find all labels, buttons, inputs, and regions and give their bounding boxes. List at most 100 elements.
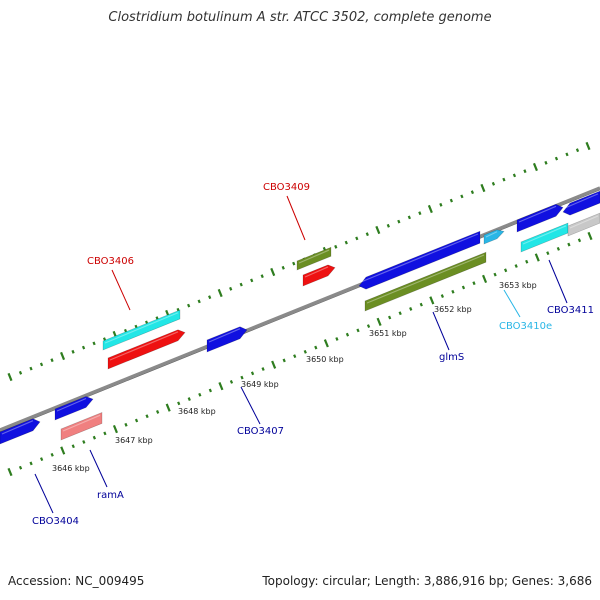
feature-cbo3407 [206,326,248,353]
upper-tick [407,215,411,220]
lower-tick [451,289,455,294]
lower-tick [103,431,107,436]
lower-tick [587,231,593,241]
lower-tick [345,332,350,337]
lower-tick [124,422,128,427]
feature-next-blue [562,190,600,216]
feature-glms-olive-shine [366,254,485,304]
upper-tick [585,141,591,151]
upper-tick [281,265,285,270]
upper-tick [18,370,23,375]
lower-tick [388,315,392,320]
upper-tick [523,169,527,174]
feature-glms-blue-shine [360,233,479,283]
upper-tick [512,173,517,178]
scale-labels: 3646 kbp 3647 kbp 3648 kbp 3649 kbp 3650 kbp… [52,281,537,473]
upper-tick [565,152,569,157]
feature-cbo3406-red-shine [109,331,179,361]
leader-line-cbo3406 [111,269,131,311]
lower-tick [250,371,255,376]
feature-cbo3409-olive-shine [298,249,330,264]
lower-tick [293,354,297,359]
lower-tick [356,328,360,333]
feature-cbo3409-red-shine [304,266,329,278]
lower-tick [525,259,529,264]
lower-tick [82,440,86,444]
feature-cbo3410e-shine [485,231,498,238]
leader-line-rama [89,449,108,488]
upper-tick [355,236,359,241]
scale-label: 3653 kbp [499,281,537,290]
upper-tick [102,337,107,342]
leader-line-cbo3411 [548,259,568,304]
lower-tick [187,397,191,401]
upper-tick [480,183,486,193]
scale-label: 3646 kbp [52,464,90,473]
lower-tick [472,281,476,286]
upper-tick [217,288,223,298]
upper-tick [187,303,191,308]
lower-tick [419,302,423,307]
feature-cbo3411 [516,203,564,233]
upper-tick [470,190,475,195]
upper-tick [334,244,338,249]
upper-tick [418,211,422,216]
genome-summary-text: Topology: circular; Length: 3,886,916 bp… [262,574,592,588]
gene-labels: CBO3404 ramA CBO3406 CBO3407 CBO3409 glmS CBO3… [32,182,594,527]
feature-cbo3410e [483,229,505,245]
feature-cbo3411-cyan-shine [522,225,567,245]
scale-label: 3652 kbp [434,305,472,314]
lower-tick [514,264,518,268]
gene-label-cbo3410e: CBO3410e [499,321,552,332]
lower-tick [198,392,202,397]
feature-rama-pink [60,412,103,441]
feature-glms-olive [364,251,487,312]
upper-tick [292,261,296,266]
feature-glms-blue [358,230,481,290]
lower-tick [335,337,339,341]
lower-tick [40,457,44,462]
feature-cbo3406-cyan [102,309,181,351]
lower-tick [218,382,224,391]
lower-tick [134,418,139,423]
upper-tick [7,372,13,382]
upper-tick [460,194,464,199]
feature-rama-pink-shine [62,414,101,432]
upper-tick [544,160,548,165]
upper-tick [386,223,390,228]
upper-tick [427,204,433,214]
upper-tick [71,349,75,354]
lower-tick [314,345,318,350]
upper-tick [29,366,33,371]
lower-tick [546,251,550,256]
lower-tick [50,452,54,457]
lower-tick [240,375,244,380]
lower-tick [504,268,508,273]
upper-tick [439,202,443,207]
lower-tick [282,358,286,363]
feature-cbo3406-cyan-shine [104,312,179,344]
feature-next-blue-shine [564,193,599,209]
lower-tick-track [7,231,593,477]
scale-label: 3649 kbp [241,380,279,389]
lower-tick [229,379,234,384]
upper-tick [365,232,369,237]
feature-cbo3407-shine [208,328,241,343]
upper-tick [397,219,401,224]
upper-tick [491,181,496,186]
lower-tick [482,274,488,284]
lower-tick [18,465,23,470]
map-title: Clostridium botulinum A str. ATCC 3502, … [108,10,492,25]
scale-label: 3647 kbp [115,436,153,445]
feature-cbo3406-red [107,329,186,370]
upper-tick [208,295,212,300]
upper-tick [344,240,348,245]
gene-label-cbo3404: CBO3404 [32,516,79,527]
upper-tick [81,345,86,350]
lower-tick [577,238,582,243]
leader-line-cbo3409 [286,195,306,241]
lower-tick [271,360,277,369]
upper-tick [92,341,96,346]
upper-tick [50,358,54,363]
lower-tick [461,285,466,290]
